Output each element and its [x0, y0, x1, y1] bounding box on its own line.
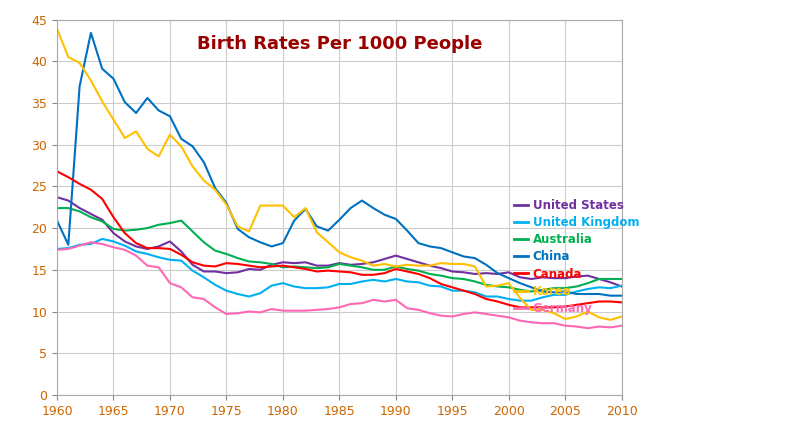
Australia	[425, 271, 435, 276]
Korea	[594, 315, 604, 320]
United States	[459, 270, 468, 275]
United Kingdom	[97, 237, 107, 242]
China	[188, 144, 197, 149]
Canada	[617, 300, 626, 305]
United Kingdom	[470, 290, 480, 295]
Korea	[617, 314, 626, 319]
Line: United Kingdom: United Kingdom	[57, 239, 622, 301]
Korea	[222, 202, 231, 207]
United Kingdom	[244, 294, 253, 299]
Germany	[606, 325, 615, 330]
Australia	[459, 276, 468, 282]
China	[52, 218, 62, 223]
United States	[177, 249, 186, 254]
Korea	[606, 317, 615, 322]
Line: China: China	[57, 33, 622, 296]
Canada	[516, 305, 525, 310]
Germany	[86, 240, 96, 245]
United Kingdom	[617, 283, 626, 288]
United Kingdom	[188, 268, 197, 273]
Australia	[233, 256, 242, 261]
Line: Australia: Australia	[57, 208, 622, 292]
Line: Germany: Germany	[57, 242, 622, 328]
Australia	[222, 251, 231, 256]
Line: Canada: Canada	[57, 171, 622, 307]
Text: Birth Rates Per 1000 People: Birth Rates Per 1000 People	[196, 35, 482, 53]
Korea	[52, 26, 62, 31]
Canada	[177, 252, 186, 257]
United Kingdom	[436, 284, 446, 289]
United States	[233, 270, 242, 275]
United States	[222, 270, 231, 276]
China	[617, 293, 626, 298]
United Kingdom	[233, 291, 242, 296]
Canada	[425, 276, 435, 281]
United Kingdom	[606, 286, 615, 291]
Korea	[459, 261, 468, 266]
United States	[606, 280, 615, 285]
Australia	[617, 276, 626, 282]
United Kingdom	[52, 247, 62, 252]
Korea	[177, 144, 186, 149]
United Kingdom	[516, 298, 525, 303]
Canada	[222, 260, 231, 266]
Germany	[52, 247, 62, 253]
Line: United States: United States	[57, 197, 622, 286]
Canada	[459, 288, 468, 293]
Line: Korea: Korea	[57, 29, 622, 320]
Canada	[233, 261, 242, 266]
China	[470, 256, 480, 261]
United States	[425, 263, 435, 268]
United States	[52, 194, 62, 200]
Germany	[244, 309, 253, 314]
Germany	[470, 310, 480, 315]
China	[86, 30, 96, 36]
China	[594, 291, 604, 296]
Germany	[583, 326, 592, 331]
Germany	[233, 311, 242, 316]
Legend: United States, United Kingdom, Australia, China, Canada, Korea, Germany: United States, United Kingdom, Australia…	[509, 194, 644, 319]
United States	[617, 284, 626, 289]
Korea	[233, 224, 242, 229]
Canada	[52, 169, 62, 174]
Australia	[177, 218, 186, 223]
Germany	[436, 313, 446, 318]
Canada	[606, 299, 615, 304]
Korea	[425, 263, 435, 268]
Germany	[188, 295, 197, 300]
China	[606, 293, 615, 298]
Australia	[606, 276, 615, 282]
China	[436, 246, 446, 251]
China	[233, 226, 242, 231]
China	[244, 235, 253, 240]
Australia	[52, 205, 62, 210]
Germany	[617, 323, 626, 328]
Australia	[527, 289, 536, 294]
